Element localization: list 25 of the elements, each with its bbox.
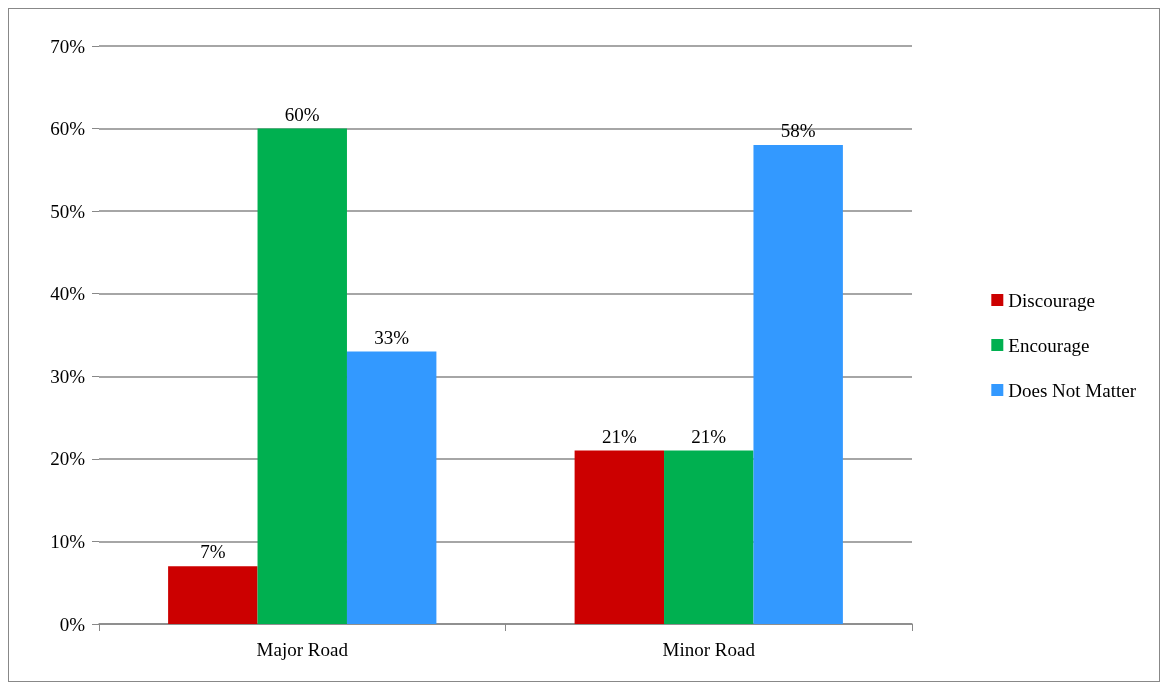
bar [574, 450, 665, 624]
bar [664, 450, 754, 624]
y-tick-label: 20% [50, 448, 86, 470]
legend-label: Encourage [1008, 334, 1090, 356]
data-label: 21% [691, 425, 727, 447]
data-label: 7% [200, 541, 226, 563]
y-tick-label: 0% [59, 613, 86, 635]
y-tick-label: 70% [50, 35, 86, 57]
y-tick-label: 40% [50, 283, 86, 305]
bar [168, 566, 258, 624]
y-tick-label: 60% [50, 118, 86, 140]
bar [257, 128, 347, 624]
y-tick-label: 30% [50, 365, 86, 387]
data-label: 60% [284, 103, 320, 125]
data-label: 33% [374, 326, 410, 348]
legend-label: Does Not Matter [1008, 379, 1137, 401]
y-tick-label: 10% [50, 530, 86, 552]
data-label: 58% [780, 120, 816, 142]
x-tick-label: Minor Road [662, 639, 756, 660]
data-label: 21% [601, 425, 637, 447]
bar [346, 351, 437, 624]
x-tick-label: Major Road [256, 639, 349, 660]
y-tick-label: 50% [50, 200, 86, 222]
legend-label: Discourage [1008, 289, 1095, 311]
bar [753, 145, 843, 624]
